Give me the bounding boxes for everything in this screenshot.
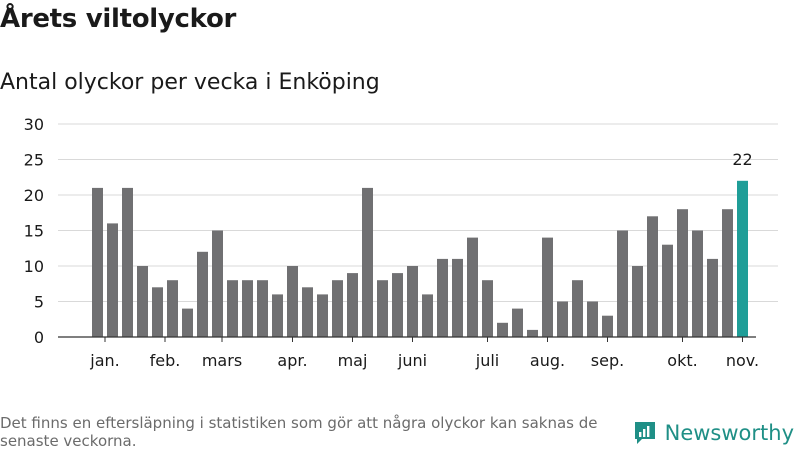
bar xyxy=(407,266,418,337)
bar xyxy=(197,251,208,337)
bar xyxy=(257,280,268,337)
x-tick-label: juni xyxy=(397,351,427,370)
bar xyxy=(242,280,253,337)
bar xyxy=(392,273,403,337)
bar xyxy=(632,266,643,337)
bar xyxy=(437,258,448,337)
y-tick-label: 15 xyxy=(24,222,44,241)
bar-chart: 0 5 10 15 20 25 30 jan. feb. mars apr. maj juni juli a… xyxy=(24,115,778,370)
chart-title: Årets viltolyckor xyxy=(0,4,237,34)
bar xyxy=(617,230,628,337)
y-tick-label: 10 xyxy=(24,257,44,276)
x-tick-label: aug. xyxy=(530,351,565,370)
bar xyxy=(167,280,178,337)
bar xyxy=(572,280,583,337)
bar xyxy=(182,308,193,337)
x-tick-label: apr. xyxy=(277,351,307,370)
bar xyxy=(722,209,733,337)
bar xyxy=(92,187,103,337)
x-tick-label: mars xyxy=(202,351,242,370)
bar xyxy=(302,287,313,337)
chart-subtitle: Antal olyckor per vecka i Enköping xyxy=(0,70,380,95)
x-tick-label: feb. xyxy=(150,351,181,370)
y-tick-label: 30 xyxy=(24,115,44,134)
bar xyxy=(287,266,298,337)
bar xyxy=(497,322,508,337)
x-tick-label: juli xyxy=(475,351,499,370)
footnote: Det finns en eftersläpning i statistiken… xyxy=(0,414,598,450)
bar xyxy=(332,280,343,337)
bar xyxy=(542,237,553,337)
y-tick-label: 0 xyxy=(34,328,44,347)
x-tick-label: nov. xyxy=(726,351,759,370)
bar xyxy=(557,301,568,337)
brand-name: Newsworthy xyxy=(664,421,794,445)
bar xyxy=(272,294,283,337)
bar xyxy=(362,187,373,337)
bar xyxy=(647,216,658,337)
bar xyxy=(587,301,598,337)
x-tick-label: sep. xyxy=(591,351,624,370)
bar xyxy=(422,294,433,337)
bar xyxy=(227,280,238,337)
newsworthy-logo-icon xyxy=(634,422,655,444)
bar xyxy=(602,315,613,337)
brand-logo: Newsworthy xyxy=(633,420,794,446)
bar xyxy=(452,258,463,337)
highlight-bar xyxy=(737,180,748,337)
bar xyxy=(707,258,718,337)
bar xyxy=(512,308,523,337)
x-tick-label: jan. xyxy=(89,351,119,370)
x-tick-label: okt. xyxy=(667,351,697,370)
bar xyxy=(377,280,388,337)
bar xyxy=(482,280,493,337)
bar xyxy=(152,287,163,337)
bar xyxy=(107,223,118,337)
y-tick-label: 5 xyxy=(34,293,44,312)
bar xyxy=(137,266,148,337)
x-tick-label: maj xyxy=(338,351,368,370)
bar xyxy=(347,273,358,337)
bar xyxy=(317,294,328,337)
data-label: 22 xyxy=(732,150,752,169)
bar xyxy=(662,244,673,337)
y-tick-label: 25 xyxy=(24,151,44,170)
y-tick-label: 20 xyxy=(24,186,44,205)
bar xyxy=(527,329,538,337)
bar xyxy=(212,230,223,337)
bar xyxy=(677,209,688,337)
bar xyxy=(692,230,703,337)
bar xyxy=(467,237,478,337)
bar xyxy=(122,187,133,337)
